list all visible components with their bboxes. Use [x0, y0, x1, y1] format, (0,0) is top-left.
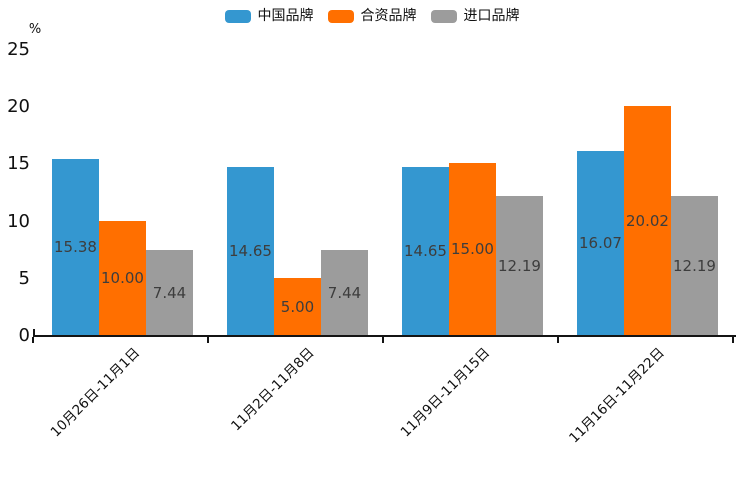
- legend-marker-icon: [327, 9, 354, 23]
- bar-进口品牌-1: [321, 250, 368, 335]
- legend-label: 合资品牌: [360, 8, 417, 24]
- x-axis-tick: [32, 337, 34, 343]
- bar-value-label: 5.00: [280, 298, 315, 316]
- y-tick-label: 10: [7, 211, 30, 232]
- bar-value-label: 15.38: [54, 238, 97, 256]
- bar-合资品牌-1: [274, 278, 321, 335]
- legend-item-2: 进口品牌: [430, 7, 520, 25]
- x-category-label: 11月9日-11月15日: [397, 344, 493, 441]
- legend-label: 中国品牌: [257, 8, 314, 24]
- bar-中国品牌-0: [52, 159, 99, 335]
- legend-marker-icon: [224, 9, 251, 23]
- y-tick-label: 5: [18, 268, 30, 289]
- chart-legend: 中国品牌 合资品牌 进口品牌: [0, 6, 744, 26]
- bar-进口品牌-0: [146, 250, 193, 335]
- y-tick-label: 25: [7, 39, 30, 60]
- bar-中国品牌-1: [227, 167, 274, 335]
- bar-value-label: 12.19: [673, 257, 716, 275]
- legend-item-0: 中国品牌: [224, 7, 314, 25]
- bar-value-label: 10.00: [101, 269, 144, 287]
- x-axis-line: [33, 335, 736, 337]
- y-tick-label: 15: [7, 153, 30, 174]
- bar-value-label: 14.65: [229, 242, 272, 260]
- y-tick-label: 20: [7, 96, 30, 117]
- bar-中国品牌-3: [577, 151, 624, 335]
- y-axis-unit-label: %: [28, 22, 42, 37]
- bar-进口品牌-3: [671, 196, 718, 335]
- bar-合资品牌-3: [624, 106, 671, 335]
- x-category-label: 10月26日-11月1日: [47, 344, 143, 441]
- x-category-label: 11月2日-11月8日: [228, 344, 318, 435]
- y-axis-origin-tick: [33, 329, 35, 336]
- legend-marker-icon: [430, 9, 457, 23]
- x-axis-tick: [207, 337, 209, 343]
- x-axis-tick: [382, 337, 384, 343]
- bar-value-label: 7.44: [152, 284, 187, 302]
- y-tick-label: 0: [18, 325, 30, 346]
- bar-value-label: 15.00: [451, 240, 494, 258]
- legend-label: 进口品牌: [463, 8, 520, 24]
- bar-合资品牌-2: [449, 163, 496, 335]
- bar-value-label: 12.19: [498, 257, 541, 275]
- bar-中国品牌-2: [402, 167, 449, 335]
- bar-value-label: 14.65: [404, 242, 447, 260]
- bar-进口品牌-2: [496, 196, 543, 335]
- bar-value-label: 16.07: [579, 234, 622, 252]
- legend-item-1: 合资品牌: [327, 7, 417, 25]
- bar-value-label: 20.02: [626, 212, 669, 230]
- bar-合资品牌-0: [99, 221, 146, 335]
- bar-value-label: 7.44: [327, 284, 362, 302]
- x-axis-tick: [557, 337, 559, 343]
- x-category-label: 11月16日-11月22日: [566, 344, 668, 447]
- x-axis-tick: [732, 337, 734, 343]
